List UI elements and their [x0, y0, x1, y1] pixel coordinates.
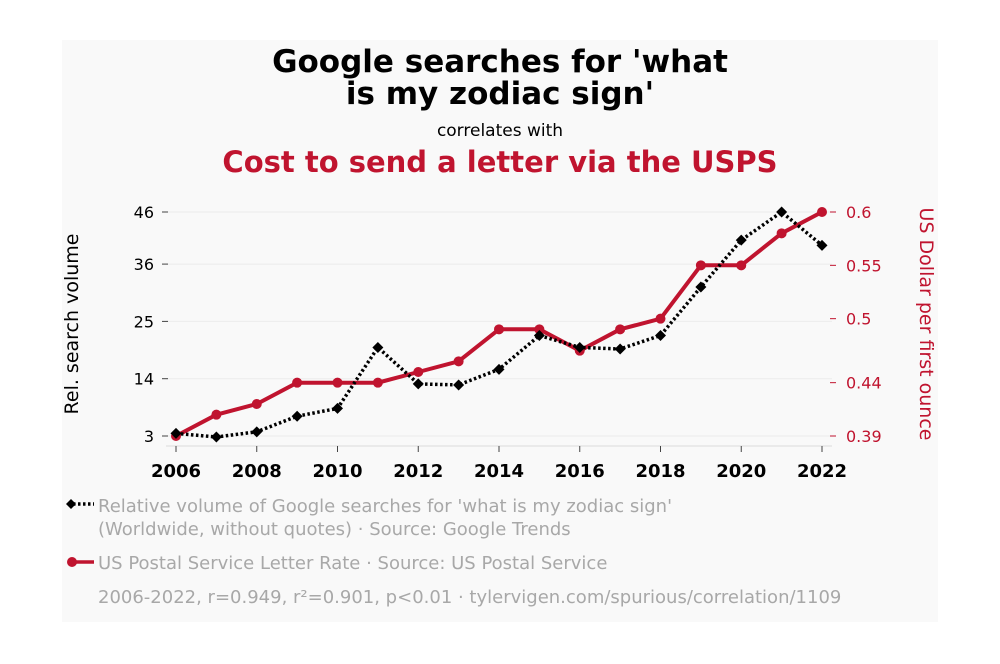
zodiac-searches-point	[251, 426, 263, 438]
y-right-tick-label: 0.6	[846, 203, 871, 222]
legend-swatch-marker-a	[66, 499, 76, 509]
zodiac-searches-point	[574, 341, 586, 353]
y-left-tick-label: 25	[134, 312, 154, 331]
series-usps-rate-line	[175, 210, 823, 438]
zodiac-searches-point	[291, 410, 303, 422]
chart-title-line1: Google searches for 'what	[272, 44, 728, 80]
y-left-tick-label: 14	[134, 370, 154, 389]
x-axis: 2006 2008 2010 2012 2014 2016 2018 2020 2022	[151, 445, 847, 482]
legend: Relative volume of Google searches for '…	[66, 496, 672, 574]
y-axis-left-label: Rel. search volume	[61, 234, 83, 415]
footer-stats: 2006-2022, r=0.949, r²=0.901, p<0.01 · t…	[98, 587, 841, 608]
y-axis-left: 3 14 25 36 46	[134, 203, 168, 446]
usps-rate-point	[695, 260, 706, 271]
usps-rate-point	[655, 313, 666, 324]
x-tick-label: 2006	[151, 461, 201, 482]
grid-lines	[166, 211, 832, 437]
zodiac-searches-point	[735, 234, 747, 246]
usps-rate-point	[372, 377, 383, 388]
legend-label-b: US Postal Service Letter Rate · Source: …	[98, 553, 607, 574]
x-tick-label: 2018	[635, 461, 685, 482]
usps-rate-point	[534, 324, 545, 335]
y-right-tick-label: 0.44	[846, 374, 882, 393]
zodiac-searches-point	[614, 343, 626, 355]
connector-text: correlates with	[437, 121, 563, 141]
zodiac-searches-point	[816, 239, 828, 251]
y-left-tick-label: 46	[134, 203, 154, 222]
y-right-tick-label: 0.39	[846, 427, 882, 446]
legend-label-a-line1: Relative volume of Google searches for '…	[98, 496, 672, 517]
zodiac-searches-point	[412, 378, 424, 390]
y-left-tick-label: 3	[144, 427, 154, 446]
y-axis-right: 0.39 0.44 0.5 0.55 0.6	[830, 203, 882, 446]
zodiac-searches-point	[776, 206, 788, 218]
x-tick-label: 2008	[232, 461, 282, 482]
x-tick-label: 2012	[393, 461, 443, 482]
usps-rate-point	[494, 324, 504, 335]
zodiac-searches-point	[695, 281, 707, 293]
x-tick-label: 2016	[555, 461, 605, 482]
y-axis-right-label: US Dollar per first ounce	[915, 208, 937, 441]
usps-rate-point	[776, 228, 787, 239]
usps-rate-point	[211, 409, 222, 420]
zodiac-searches-point	[655, 329, 666, 341]
usps-rate-point	[817, 207, 827, 217]
x-tick-label: 2022	[797, 461, 847, 482]
x-tick-label: 2014	[474, 461, 524, 482]
y-left-tick-label: 36	[134, 255, 154, 274]
usps-rate-point	[615, 324, 626, 335]
legend-label-a-line2: (Worldwide, without quotes) · Source: Go…	[98, 519, 571, 540]
zodiac-searches-point	[170, 427, 182, 439]
zodiac-searches-point	[372, 341, 384, 353]
y-right-tick-label: 0.5	[846, 310, 871, 329]
usps-rate-point	[453, 356, 464, 367]
usps-rate-point	[413, 367, 424, 377]
chart-subtitle: Cost to send a letter via the USPS	[222, 145, 777, 179]
usps-rate-point	[332, 377, 343, 388]
chart-title-line2: is my zodiac sign'	[346, 76, 654, 112]
zodiac-searches-point	[210, 431, 222, 443]
usps-rate-point	[251, 399, 262, 409]
series-zodiac-searches	[170, 206, 828, 443]
zodiac-searches-point	[453, 379, 465, 391]
usps-rate-point	[736, 260, 747, 271]
x-tick-label: 2020	[716, 461, 766, 482]
legend-swatch-marker-b	[67, 557, 77, 567]
x-tick-label: 2010	[312, 461, 362, 482]
y-right-tick-label: 0.55	[846, 256, 882, 275]
zodiac-searches-point	[533, 329, 545, 341]
series-usps-rate	[171, 207, 827, 441]
zodiac-searches-point	[332, 402, 343, 414]
usps-rate-point	[292, 377, 303, 388]
zodiac-searches-point	[493, 363, 505, 375]
